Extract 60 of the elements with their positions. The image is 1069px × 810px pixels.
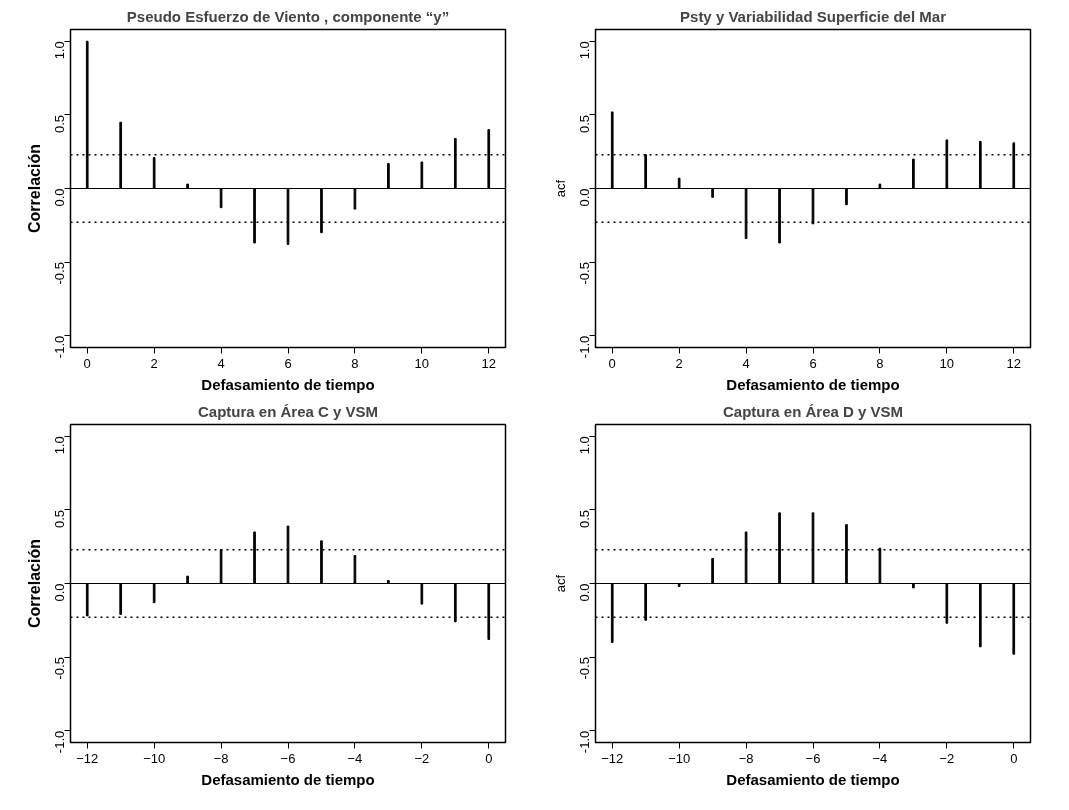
x-tick-label: 8 [351,355,359,371]
y-tick-label: -1.0 [52,730,67,754]
x-tick-label: 2 [675,355,683,371]
x-tick-label: 8 [876,355,884,371]
x-tick-label: 12 [1006,355,1022,371]
y-tick-label: -1.0 [577,730,592,754]
y-tick-label: -1.0 [52,335,67,359]
x-tick-label: −6 [805,750,821,766]
x-tick-label: 0 [83,355,91,371]
x-tick-label: 6 [284,355,292,371]
y-axis-title: Correlación [25,539,43,628]
y-tick-label: 0.0 [52,583,67,602]
x-tick-label: −2 [414,750,430,766]
chart-title: Captura en Área C y VSM [197,402,379,420]
x-tick-label: 4 [217,355,225,371]
x-tick-label: 12 [481,355,497,371]
y-tick-label: 0.5 [577,509,592,528]
y-tick-label: 0.0 [52,188,67,207]
x-tick-label: 0 [1010,750,1018,766]
y-axis-title: Correlación [25,144,43,233]
y-axis-title: acf [552,574,568,593]
y-tick-label: 1.0 [577,41,592,60]
y-tick-label: -0.5 [577,657,592,680]
x-tick-label: −6 [280,750,296,766]
x-axis-title: Defasamiento de tiempo [201,375,375,393]
y-tick-label: 0.5 [52,114,67,133]
y-tick-label: 1.0 [577,436,592,455]
x-tick-label: 10 [939,355,955,371]
x-tick-label: −8 [213,750,229,766]
x-tick-label: 0 [608,355,616,371]
chart-title: Captura en Área D y VSM [722,402,904,420]
x-tick-label: −10 [668,750,691,766]
y-axis-title: acf [552,179,568,198]
x-tick-label: −4 [347,750,363,766]
x-tick-label: −12 [601,750,624,766]
y-tick-label: 0.5 [52,509,67,528]
x-tick-label: 2 [150,355,158,371]
y-tick-label: 0.0 [577,583,592,602]
chart-title: Pseudo Esfuerzo de Viento , componente “y” [126,7,450,25]
chart-title: Psty y Variabilidad Superficie del Mar [680,7,947,25]
y-tick-label: -1.0 [577,335,592,359]
x-axis-title: Defasamiento de tiempo [726,375,900,393]
y-tick-label: 1.0 [52,41,67,60]
x-tick-label: −12 [76,750,99,766]
x-tick-label: 0 [485,750,493,766]
x-tick-label: −10 [143,750,166,766]
x-tick-label: −4 [872,750,888,766]
y-tick-label: -0.5 [52,657,67,680]
y-tick-label: -0.5 [52,262,67,285]
x-tick-label: −8 [738,750,754,766]
y-tick-label: 1.0 [52,436,67,455]
x-tick-label: 6 [809,355,817,371]
x-axis-title: Defasamiento de tiempo [726,770,900,788]
x-tick-label: 10 [414,355,430,371]
y-tick-label: -0.5 [577,262,592,285]
y-tick-label: 0.5 [577,114,592,133]
x-tick-label: 4 [742,355,750,371]
y-tick-label: 0.0 [577,188,592,207]
x-tick-label: −2 [939,750,955,766]
x-axis-title: Defasamiento de tiempo [201,770,375,788]
